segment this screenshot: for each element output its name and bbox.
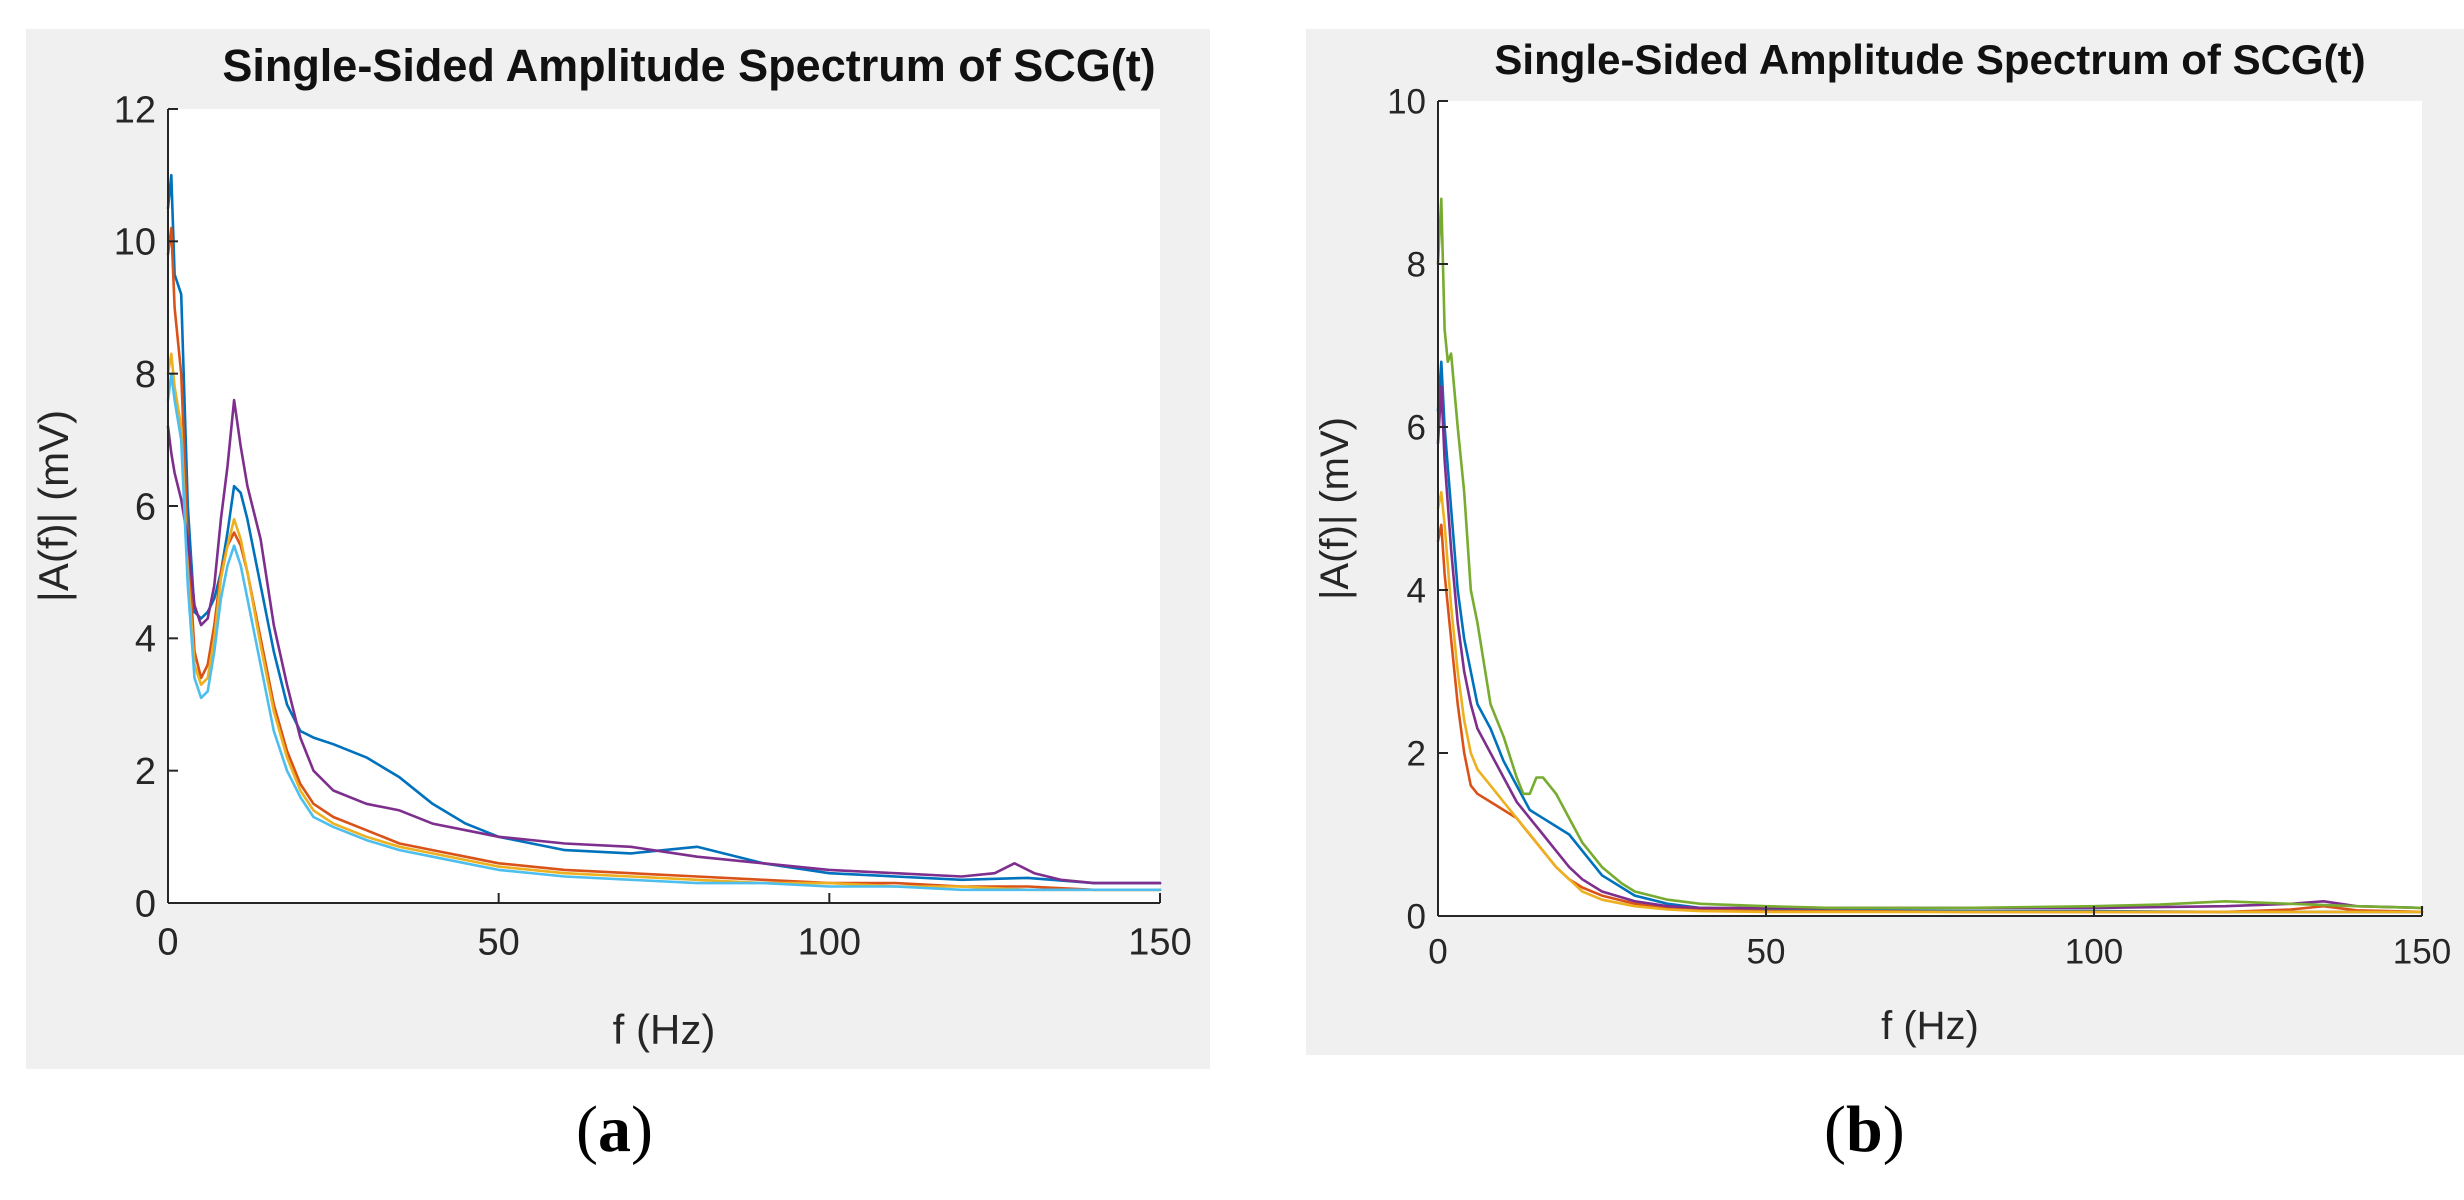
series-line-5 — [1436, 197, 2424, 910]
x-axis-label: f (Hz) — [613, 1006, 716, 1053]
chart-panel-a: 0 2 4 6 8 10 12 0 50 100 150 Single-Sided Amplitude… — [26, 29, 1210, 1069]
x-tick-label: 0 — [1428, 932, 1447, 971]
x-tick-label: 100 — [2065, 932, 2123, 971]
y-tick-label: 12 — [114, 89, 156, 131]
plot-area — [168, 109, 1160, 903]
y-tick-label: 10 — [114, 222, 156, 264]
y-tick-label: 2 — [1407, 734, 1426, 773]
chart-title: Single-Sided Amplitude Spectrum of SCG(t… — [1494, 36, 2365, 83]
y-tick-label: 4 — [1407, 571, 1426, 610]
x-tick-label: 100 — [798, 921, 861, 963]
plot-area — [1438, 101, 2422, 916]
x-tick-label: 50 — [478, 921, 520, 963]
y-tick-label: 0 — [135, 883, 156, 925]
series-line-4 — [166, 398, 1162, 885]
x-tick-label: 150 — [2393, 932, 2451, 971]
y-tick-label: 4 — [135, 619, 156, 661]
series-line-3 — [1436, 490, 2424, 914]
x-axis-label: f (Hz) — [1881, 1004, 1979, 1048]
y-axis-label: |A(f)| (mV) — [30, 410, 77, 602]
y-tick-label: 8 — [1407, 245, 1426, 284]
caption-b: (b) — [1824, 1093, 1905, 1166]
y-tick-label: 6 — [1407, 408, 1426, 447]
y-tick-label: 8 — [135, 354, 156, 396]
x-tick-label: 0 — [157, 921, 178, 963]
series-line-2 — [166, 226, 1162, 892]
caption-a-letter: a — [597, 1093, 631, 1166]
x-tick-label: 50 — [1747, 932, 1786, 971]
y-tick-label: 10 — [1387, 82, 1426, 121]
caption-b-letter: b — [1845, 1093, 1883, 1166]
series-line-4 — [1436, 385, 2424, 910]
caption-a: (a) — [576, 1093, 653, 1166]
chart-title: Single-Sided Amplitude Spectrum of SCG(t… — [222, 40, 1155, 91]
x-tick-label: 150 — [1128, 921, 1191, 963]
series-line-5 — [166, 372, 1162, 892]
y-tick-label: 2 — [135, 751, 156, 793]
y-tick-label: 0 — [1407, 897, 1426, 936]
y-tick-label: 6 — [135, 486, 156, 528]
y-axis-label: |A(f)| (mV) — [1313, 417, 1357, 600]
